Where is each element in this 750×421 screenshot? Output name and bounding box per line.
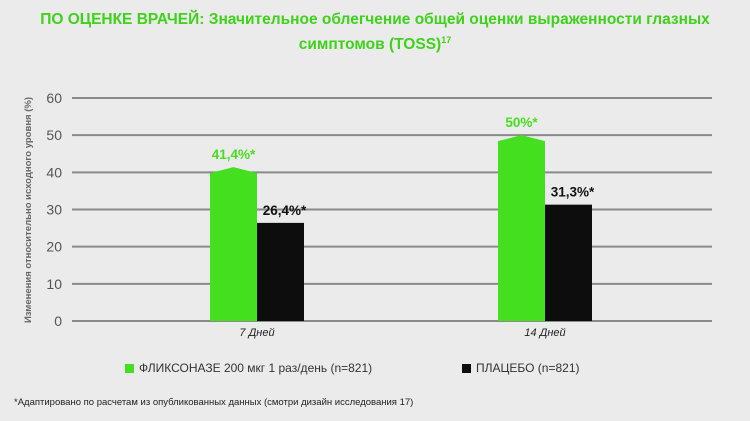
- chart-title: ПО ОЦЕНКЕ ВРАЧЕЙ: Значительное облегчени…: [40, 10, 710, 55]
- legend-swatch-black: [462, 363, 471, 373]
- data-label: 31,3%*: [551, 185, 595, 200]
- chart-title-text: ПО ОЦЕНКЕ ВРАЧЕЙ: Значительное облегчени…: [40, 11, 710, 54]
- data-label: 41,4%*: [212, 147, 256, 162]
- bar-placebo: [545, 204, 592, 321]
- legend-item-placebo: ПЛАЦЕБО (n=821): [462, 361, 580, 375]
- legend-label-placebo: ПЛАЦЕБО (n=821): [476, 361, 580, 375]
- x-axis-categories: 7 Дней 14 Дней: [239, 327, 565, 339]
- y-tick-label: 60: [46, 90, 62, 106]
- y-tick-label: 0: [54, 313, 62, 329]
- legend-label-fliksonaze: ФЛИКСОНАЗЕ 200 мкг 1 раз/день (n=821): [139, 361, 373, 375]
- chart-title-reference: 17: [441, 35, 452, 45]
- y-tick-label: 40: [46, 164, 62, 180]
- bar-fliksonaze: [210, 167, 257, 321]
- data-label: 50%*: [505, 115, 538, 130]
- x-category-label: 14 Дней: [524, 327, 565, 339]
- y-tick-label: 10: [46, 276, 62, 292]
- bar-fliksonaze: [498, 135, 545, 321]
- bars: [210, 135, 592, 321]
- y-axis-ticks: 0 10 20 30 40 50 60: [46, 90, 62, 329]
- x-category-label: 7 Дней: [239, 327, 274, 339]
- y-tick-label: 50: [46, 127, 62, 143]
- data-label: 26,4%*: [263, 203, 307, 218]
- data-labels: 41,4%* 26,4%* 50%* 31,3%*: [212, 115, 595, 218]
- legend-swatch-green: [125, 363, 134, 373]
- bar-placebo: [257, 222, 304, 321]
- gridlines: [72, 97, 712, 322]
- y-tick-label: 30: [46, 202, 62, 218]
- y-axis-label: Изменения относительно исходного уровня …: [23, 97, 34, 323]
- y-tick-label: 20: [46, 239, 62, 255]
- legend-item-fliksonaze: ФЛИКСОНАЗЕ 200 мкг 1 раз/день (n=821): [125, 361, 372, 375]
- footnote: *Адаптировано по расчетам из опубликован…: [14, 397, 414, 408]
